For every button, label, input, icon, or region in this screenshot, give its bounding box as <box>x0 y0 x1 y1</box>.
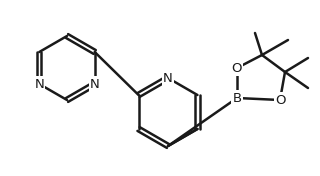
Text: O: O <box>275 93 285 106</box>
Text: N: N <box>90 77 100 90</box>
Text: B: B <box>232 92 242 105</box>
Text: N: N <box>163 71 173 84</box>
Text: N: N <box>35 77 44 90</box>
Text: O: O <box>232 61 242 74</box>
